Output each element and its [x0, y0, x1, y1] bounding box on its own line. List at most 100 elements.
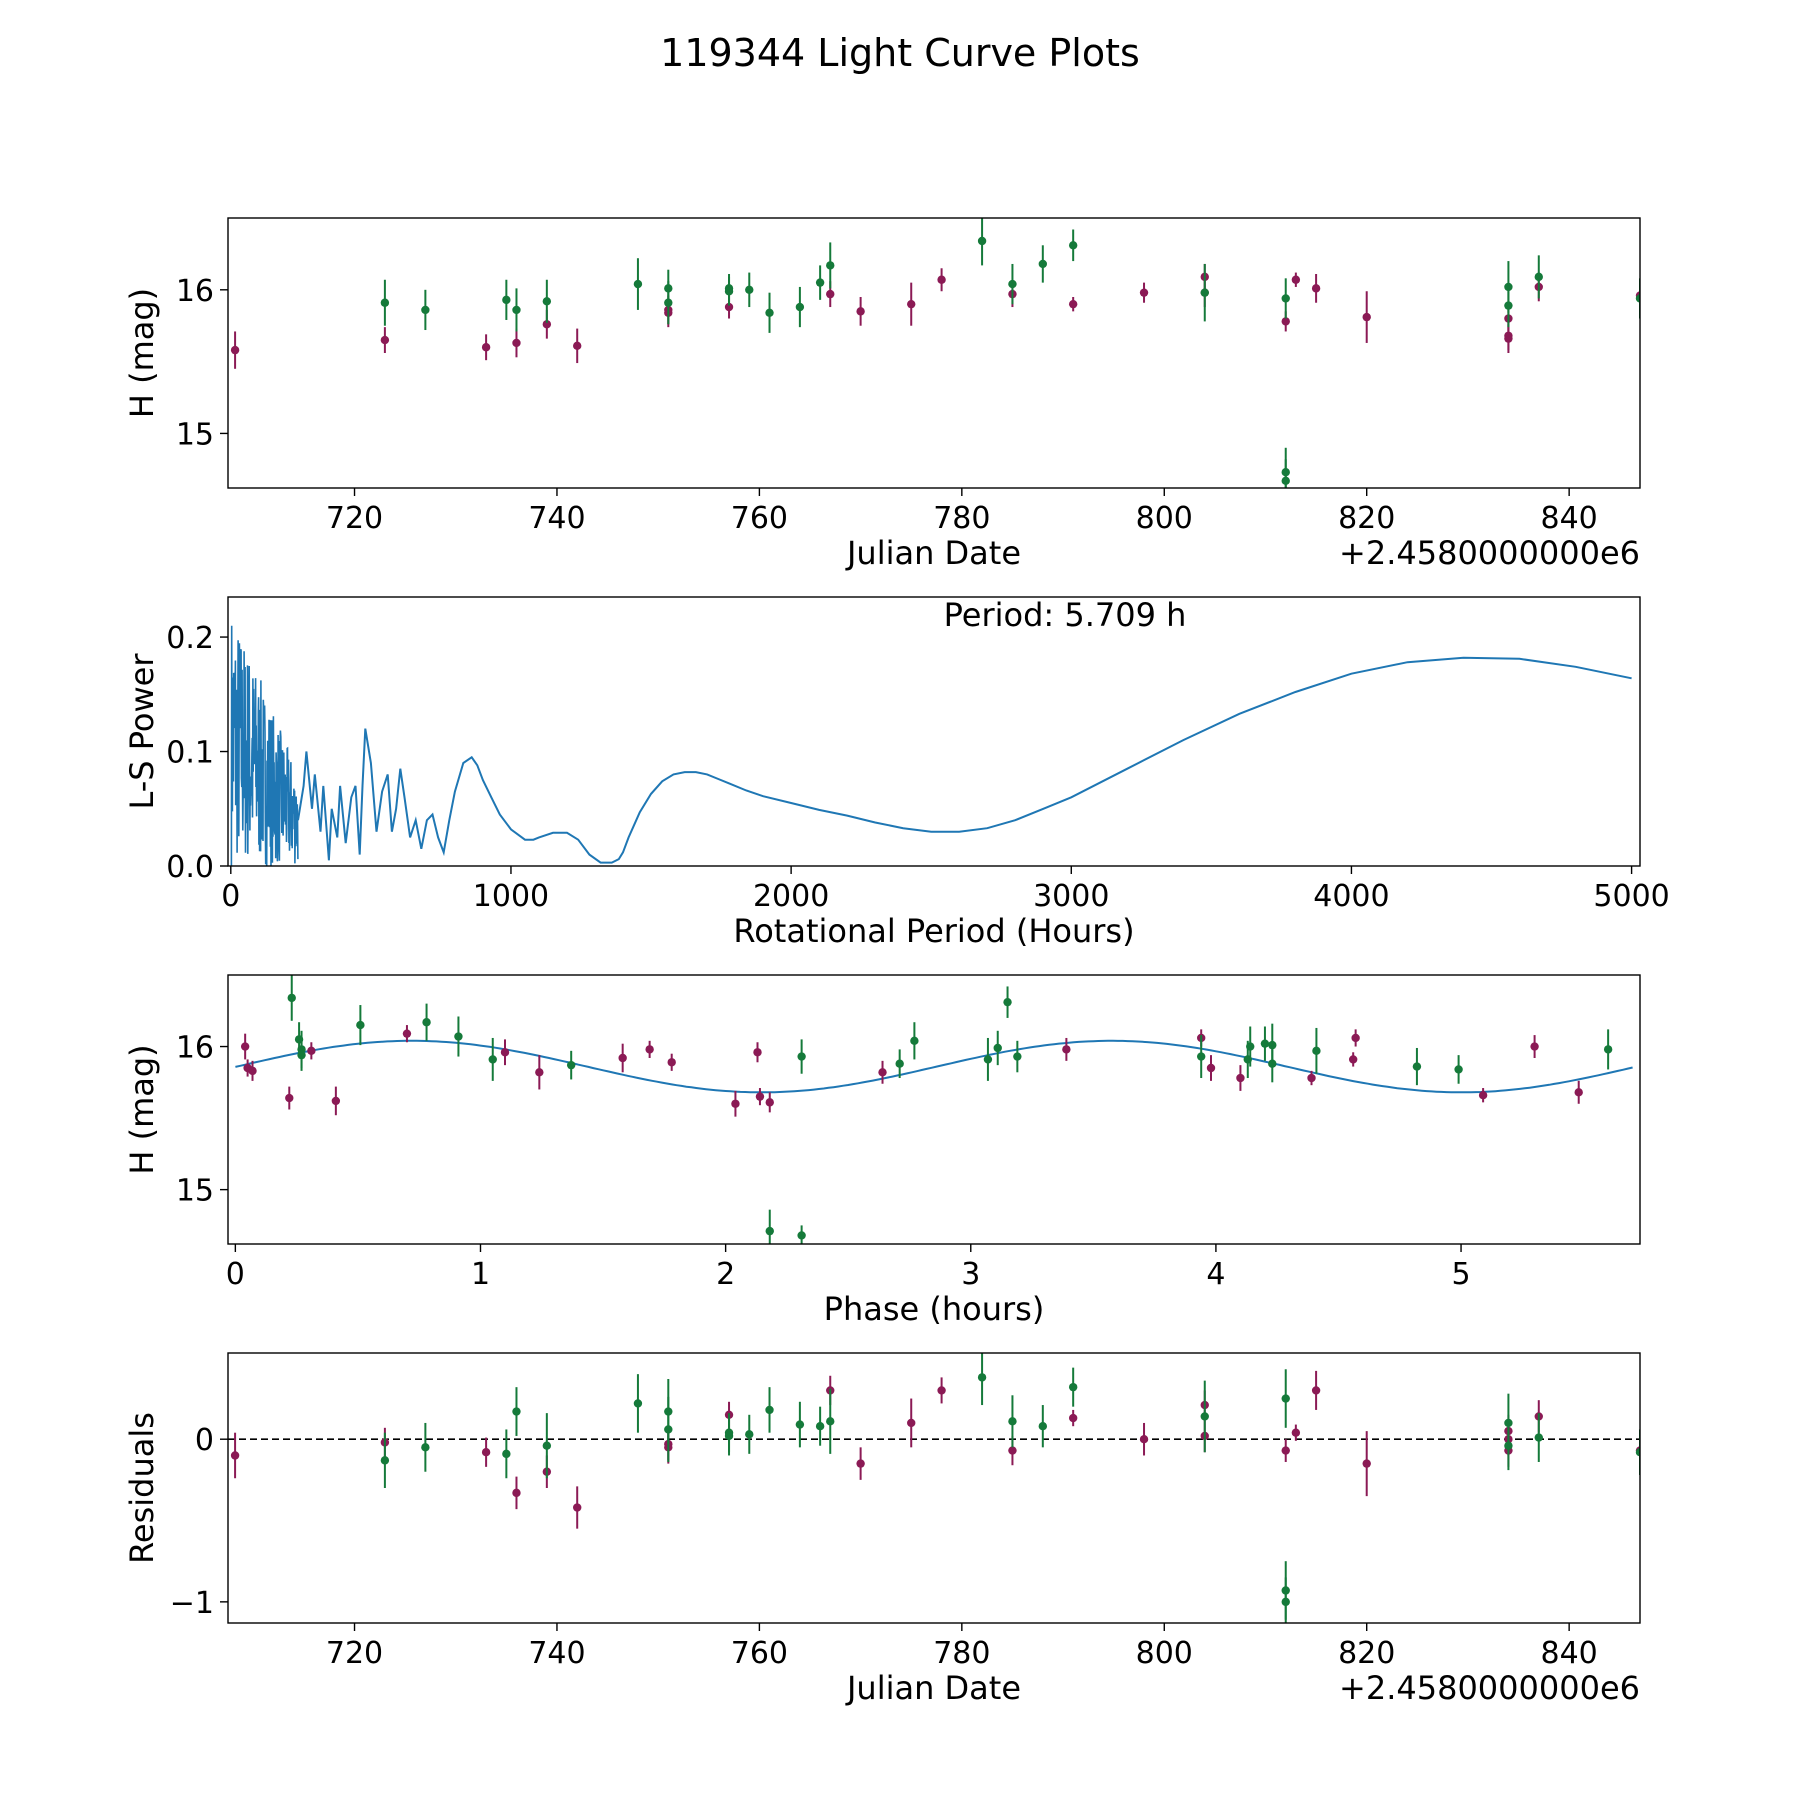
lightcurve-data-point: [1311, 284, 1321, 293]
lightcurve-xtick-label: 760: [731, 501, 788, 536]
periodogram-annotation: Period: 5.709 h: [944, 596, 1187, 634]
phased-xtick-label: 2: [716, 1257, 735, 1292]
residuals-data-point: [573, 1503, 582, 1512]
periodogram-xtick-label: 2000: [753, 879, 829, 914]
phased-data-point: [402, 1029, 412, 1038]
lightcurve-ytick-label: 15: [176, 417, 214, 452]
phased-data-point: [1454, 1065, 1463, 1074]
phased-fit-curve: [235, 1039, 1633, 1094]
residuals-ylabel: Residuals: [123, 1412, 161, 1564]
lightcurve-data-point: [230, 345, 240, 355]
lightcurve-data-point: [765, 308, 774, 317]
lightcurve-data-point: [1281, 476, 1290, 486]
lightcurve-xtick-label: 800: [1136, 501, 1193, 536]
phased-data-point: [910, 1036, 919, 1046]
residuals-data-point: [421, 1443, 430, 1452]
phased-data-point: [1197, 1052, 1206, 1061]
phased-data-point: [993, 1043, 1002, 1053]
phased-data-point: [878, 1068, 887, 1077]
phased-data-point: [566, 1060, 576, 1070]
lightcurve-xtick-label: 720: [326, 501, 383, 536]
periodogram-xtick-label: 0: [221, 879, 240, 914]
residuals-data-point: [1291, 1428, 1301, 1437]
residuals-data-point: [815, 1421, 825, 1431]
lightcurve-data-point: [1362, 312, 1371, 322]
residuals-data-point: [907, 1418, 916, 1428]
phased-data-point: [797, 1231, 806, 1240]
lightcurve-data-point: [724, 302, 734, 312]
phased-data-point: [287, 993, 296, 1003]
phased-data-point: [356, 1020, 365, 1030]
lightcurve-data-point: [1038, 259, 1048, 269]
residuals-data-point: [502, 1449, 511, 1459]
lightcurve-data-point: [1281, 294, 1290, 303]
phased-data-point: [1478, 1090, 1488, 1100]
lightcurve-xlabel: Julian Date: [845, 534, 1021, 572]
phased-ytick-label: 16: [176, 1031, 214, 1066]
residuals-xtick-label: 780: [933, 1636, 990, 1671]
residuals-data-point: [512, 1488, 521, 1498]
lightcurve-data-point: [1504, 334, 1513, 343]
lightcurve-data-point: [1068, 299, 1078, 309]
residuals-data-point: [795, 1420, 805, 1429]
lightcurve-xtick-label: 820: [1338, 501, 1395, 536]
lightcurve-data-point: [1200, 288, 1209, 297]
periodogram-xtick-label: 1000: [473, 879, 549, 914]
phased-data-point: [1013, 1052, 1022, 1061]
lightcurve-data-point: [1534, 272, 1543, 282]
lightcurve-data-point: [745, 285, 754, 295]
phased-data-point: [1312, 1046, 1321, 1056]
lightcurve-data-point: [826, 261, 835, 270]
lightcurve-data-point: [512, 305, 521, 315]
phased-data-point: [297, 1050, 306, 1060]
phased-data-point: [645, 1045, 654, 1054]
lightcurve-data-point: [502, 295, 511, 305]
periodogram-ylabel: L-S Power: [123, 653, 161, 810]
lightcurve-data-point: [1139, 288, 1149, 297]
lightcurve-panel: 720 740 760 780 800 820 840 15 16 Julian Date H (m…: [123, 217, 1641, 572]
phased-data-point: [240, 1042, 250, 1051]
residuals-offset-label: +2.4580000000e6: [1339, 1669, 1640, 1707]
lightcurve-data-point: [977, 236, 987, 246]
residuals-data-point: [1504, 1441, 1513, 1450]
lightcurve-data-point: [907, 299, 916, 309]
periodogram-noise-band: [230, 625, 299, 866]
periodogram-ytick-label: 0.0: [166, 850, 214, 885]
phased-data-point: [535, 1068, 544, 1077]
lightcurve-data-point: [826, 289, 835, 299]
phased-panel: 0 1 2 3 4 5 15 16 Phase (hours) H (mag): [123, 974, 1641, 1328]
phased-data-point: [1236, 1073, 1245, 1083]
phased-data-point: [667, 1058, 676, 1067]
phased-data-point: [753, 1048, 762, 1057]
residuals-data-point: [745, 1430, 754, 1439]
residuals-data-point: [542, 1441, 552, 1450]
lightcurve-xtick-label: 740: [528, 501, 585, 536]
residuals-data-point: [633, 1399, 643, 1408]
figure-title: 119344 Light Curve Plots: [660, 31, 1140, 75]
lightcurve-data-point: [481, 343, 491, 352]
phased-data-point: [618, 1053, 627, 1063]
lightcurve-offset-label: +2.4580000000e6: [1339, 534, 1640, 572]
residuals-ytick-label: −1: [170, 1586, 214, 1621]
residuals-data-point: [937, 1386, 946, 1395]
residuals-data-point: [765, 1405, 774, 1415]
phased-data-point: [1307, 1073, 1316, 1083]
residuals-xtick-label: 740: [528, 1636, 585, 1671]
residuals-data-point: [724, 1428, 734, 1437]
phased-plot-area: [235, 975, 1633, 1244]
periodogram-ytick-label: 0.2: [166, 621, 214, 656]
residuals-data-point: [1008, 1446, 1017, 1455]
residuals-data-point: [856, 1459, 865, 1468]
residuals-ytick-label: 0: [195, 1423, 214, 1458]
residuals-data-point: [664, 1425, 673, 1434]
phased-data-point: [1206, 1063, 1216, 1073]
phased-xtick-label: 0: [226, 1257, 245, 1292]
phased-data-point: [285, 1093, 294, 1103]
lightcurve-xtick-label: 840: [1541, 501, 1598, 536]
phased-xtick-label: 3: [961, 1257, 980, 1292]
lightcurve-data-point: [724, 287, 734, 296]
lightcurve-data-point: [573, 341, 582, 351]
periodogram-series-line: [297, 656, 1632, 864]
lightcurve-data-point: [542, 297, 552, 306]
lightcurve-data-point: [856, 307, 865, 316]
